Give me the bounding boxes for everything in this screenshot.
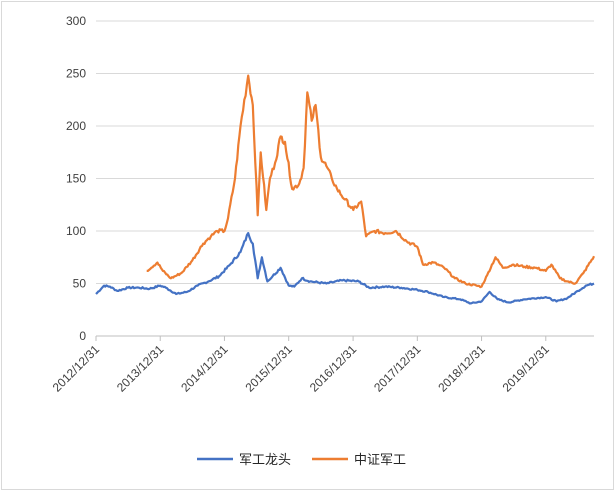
y-tick-label: 50 (73, 277, 87, 291)
y-axis-ticks: 0 50 100 150 200 250 300 (66, 14, 86, 343)
x-tick-label: 2016/12/31 (307, 342, 360, 395)
x-axis: 2012/12/31 2013/12/31 2014/12/31 2015/12/31… (50, 335, 594, 395)
x-tick-label: 2014/12/31 (178, 342, 231, 395)
x-tick-label: 2012/12/31 (50, 342, 103, 395)
x-tick-label: 2017/12/31 (371, 342, 424, 395)
legend-label-1: 中证军工 (354, 453, 406, 468)
series-line-0 (95, 232, 595, 305)
legend: 军工龙头 中证军工 (197, 453, 406, 468)
y-tick-label: 150 (66, 172, 86, 186)
series-line-1 (146, 74, 596, 289)
series-lines (95, 74, 596, 305)
y-tick-label: 100 (66, 224, 86, 238)
x-tick-label: 2019/12/31 (500, 342, 553, 395)
x-tick-label: 2018/12/31 (435, 342, 488, 395)
x-tick-label: 2013/12/31 (114, 342, 167, 395)
y-tick-label: 250 (66, 67, 86, 81)
grid-lines (96, 20, 594, 337)
y-tick-label: 300 (66, 14, 86, 28)
y-tick-label: 200 (66, 119, 86, 133)
legend-label-0: 军工龙头 (239, 453, 291, 468)
x-tick-label: 2015/12/31 (242, 342, 295, 395)
y-tick-label: 0 (79, 329, 86, 343)
